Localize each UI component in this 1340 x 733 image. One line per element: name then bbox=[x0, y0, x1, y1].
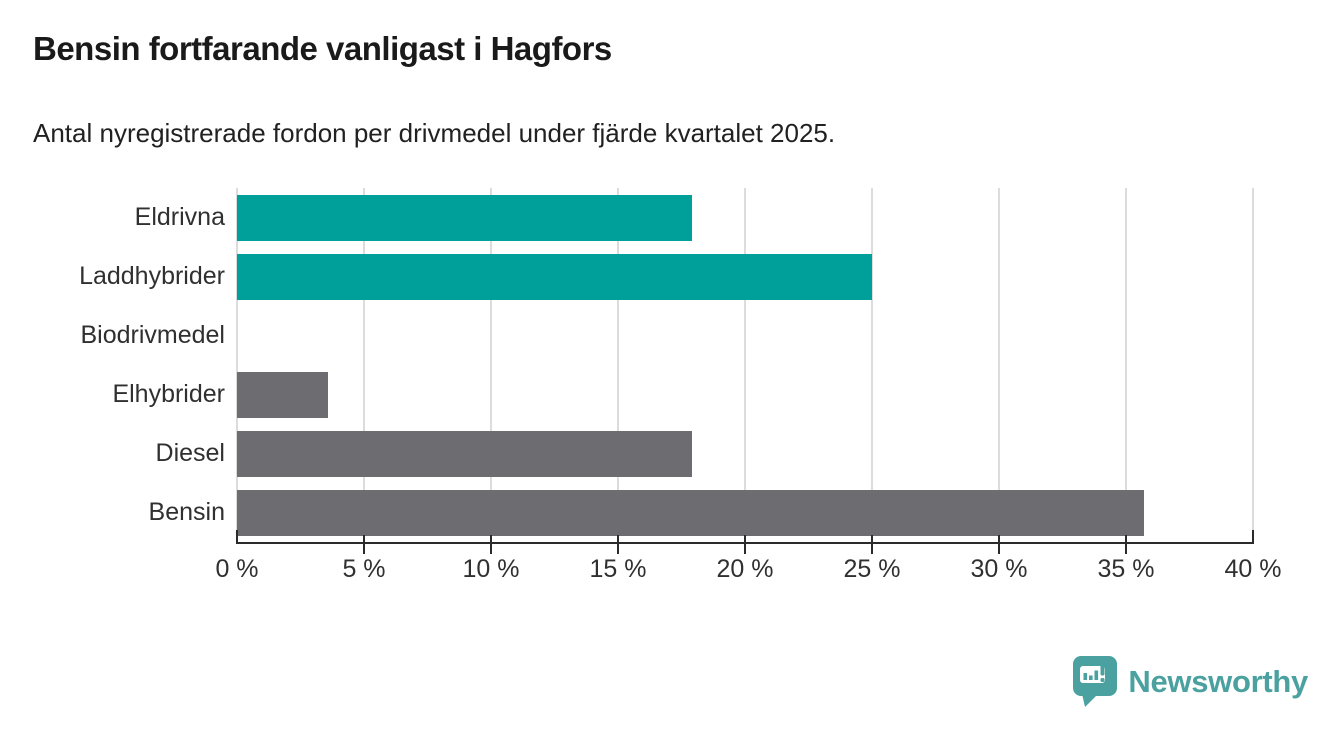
bar-bensin bbox=[237, 489, 1144, 536]
gridline bbox=[1125, 188, 1127, 542]
x-tick bbox=[744, 535, 746, 554]
x-tick bbox=[871, 535, 873, 554]
category-label-elhybrider: Elhybrider bbox=[112, 380, 225, 408]
newsworthy-wordmark: Newsworthy bbox=[1128, 663, 1308, 699]
x-tick bbox=[363, 535, 365, 554]
x-axis-endcap bbox=[236, 530, 238, 544]
x-tick-label: 30 % bbox=[970, 555, 1028, 583]
chart-title: Bensin fortfarande vanligast i Hagfors bbox=[33, 30, 612, 67]
newsworthy-icon bbox=[1073, 656, 1118, 707]
x-tick bbox=[617, 535, 619, 554]
x-tick-label: 35 % bbox=[1097, 555, 1155, 583]
x-tick-label: 10 % bbox=[462, 555, 520, 583]
gridline bbox=[871, 188, 873, 542]
chart-subtitle: Antal nyregistrerade fordon per drivmede… bbox=[33, 118, 836, 148]
x-tick bbox=[490, 535, 492, 554]
x-tick bbox=[998, 535, 1000, 554]
gridline bbox=[998, 188, 1000, 542]
bar-laddhybrider bbox=[237, 253, 872, 300]
category-label-laddhybrider: Laddhybrider bbox=[79, 262, 225, 290]
gridline bbox=[744, 188, 746, 542]
x-tick-label: 40 % bbox=[1224, 555, 1282, 583]
bar-diesel bbox=[237, 430, 692, 477]
category-label-bensin: Bensin bbox=[148, 498, 225, 526]
category-label-diesel: Diesel bbox=[155, 439, 225, 467]
x-tick-label: 15 % bbox=[589, 555, 647, 583]
x-axis-endcap bbox=[1252, 530, 1254, 544]
x-tick-label: 0 % bbox=[215, 555, 259, 583]
bar-eldrivna bbox=[237, 194, 692, 241]
x-tick-label: 20 % bbox=[716, 555, 774, 583]
x-tick-label: 25 % bbox=[843, 555, 901, 583]
x-axis: 0 % 5 % 10 % 15 % 20 % 25 % 30 % 35 % 40 % bbox=[215, 530, 1281, 588]
category-axis: Eldrivna Laddhybrider Biodrivmedel Elhybrid… bbox=[0, 188, 225, 542]
gridline bbox=[490, 188, 492, 542]
bar-chart: Eldrivna Laddhybrider Biodrivmedel Elhybrid… bbox=[0, 188, 1340, 588]
gridline bbox=[363, 188, 365, 542]
gridline bbox=[1252, 188, 1254, 542]
bar-elhybrider bbox=[237, 371, 329, 418]
newsworthy-logo: Newsworthy bbox=[1073, 656, 1308, 707]
category-label-eldrivna: Eldrivna bbox=[134, 203, 225, 231]
gridline bbox=[617, 188, 619, 542]
gridline bbox=[236, 188, 238, 542]
x-tick bbox=[1125, 535, 1127, 554]
plot-area bbox=[236, 188, 1254, 542]
x-tick-label: 5 % bbox=[342, 555, 386, 583]
category-label-biodrivmedel: Biodrivmedel bbox=[80, 321, 225, 349]
